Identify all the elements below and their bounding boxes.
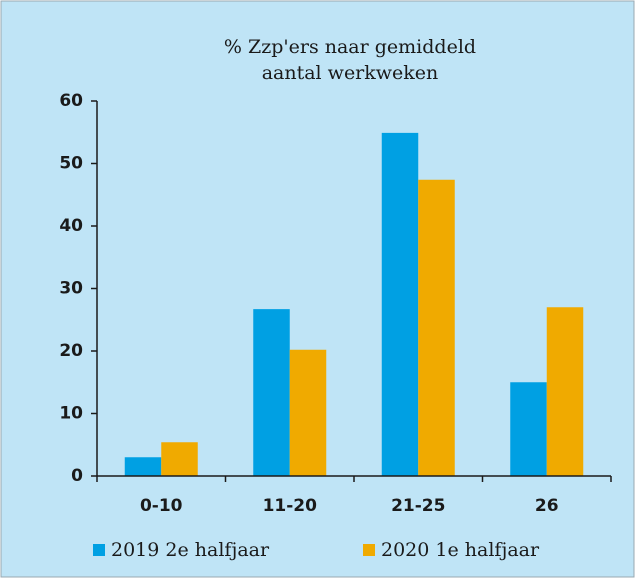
legend-swatch [363,544,375,556]
y-tick-label: 50 [59,154,83,174]
chart-title: aantal werkweken [262,62,439,84]
bar [161,442,198,476]
bar [253,309,290,476]
legend-label: 2019 2e halfjaar [111,539,270,561]
y-tick-label: 40 [59,216,83,236]
y-tick-label: 30 [59,279,83,299]
legend-label: 2020 1e halfjaar [381,539,540,561]
chart-title: % Zzp'ers naar gemiddeld [224,36,476,58]
x-tick-label: 21-25 [391,496,445,516]
bar [381,132,419,476]
legend-swatch [93,544,105,556]
y-tick-label: 20 [59,341,83,361]
bar [510,382,547,476]
y-tick-label: 0 [71,466,83,486]
bar [289,349,327,476]
y-tick-label: 10 [59,404,83,424]
y-tick-label: 60 [59,91,83,111]
bar [418,179,455,476]
bar [546,307,584,476]
x-tick-label: 11-20 [263,496,318,516]
x-tick-label: 0-10 [140,496,183,516]
bar [124,457,162,476]
x-tick-label: 26 [535,496,559,516]
